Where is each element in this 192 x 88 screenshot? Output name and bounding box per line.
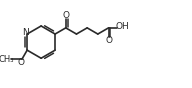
Text: O: O <box>62 11 69 20</box>
Text: OH: OH <box>115 22 129 31</box>
Text: O: O <box>105 36 112 45</box>
Text: CH₃: CH₃ <box>0 55 14 64</box>
Text: N: N <box>22 28 29 37</box>
Text: O: O <box>17 58 24 67</box>
